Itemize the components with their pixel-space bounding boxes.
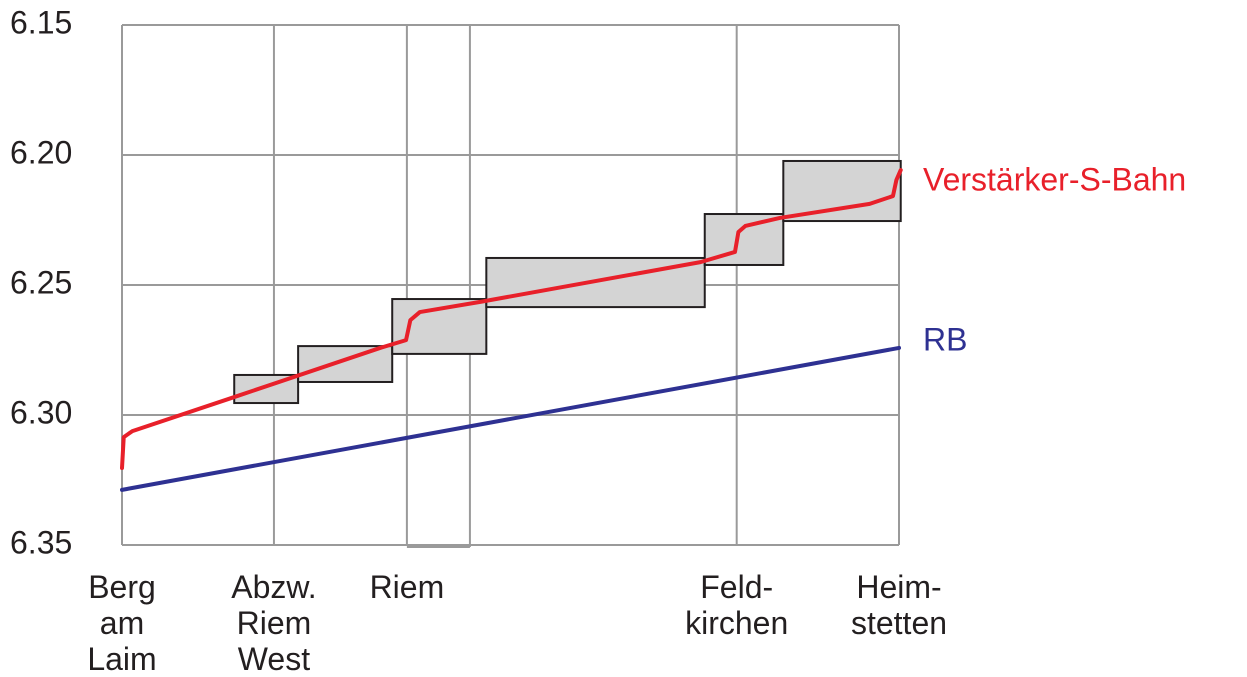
y-tick-label: 6.35 [10, 524, 72, 560]
series-line [120, 168, 903, 471]
x-tick-label: Riem [370, 569, 445, 605]
x-tick-label-line: Heim- [856, 569, 941, 605]
x-tick-label-line: West [238, 641, 310, 677]
y-tick-label: 6.25 [10, 264, 72, 300]
x-tick-label-line: Abzw. [231, 569, 316, 605]
block [297, 345, 394, 383]
x-tick-label: Feld-kirchen [685, 569, 788, 641]
block [782, 159, 902, 223]
x-tick-label-line: Laim [87, 641, 156, 677]
y-tick-label: 6.30 [10, 394, 72, 430]
x-tick-label: Abzw. Riem West [231, 569, 316, 677]
x-tick-label-line: Feld- [700, 569, 773, 605]
x-tick-label: Berg am Laim [87, 569, 156, 677]
x-tick-label-line: Riem [370, 569, 445, 605]
series-label: RB [923, 321, 967, 357]
x-tick-label-line: kirchen [685, 605, 788, 641]
series-line [120, 345, 901, 492]
y-tick-label: 6.15 [10, 4, 72, 40]
series-label: Verstärker-S-Bahn [923, 162, 1186, 198]
x-tick-label-line: Berg [88, 569, 156, 605]
x-tick-label: Heim-stetten [851, 569, 947, 641]
x-tick-label-line: am [100, 605, 144, 641]
y-tick-label: 6.20 [10, 134, 72, 170]
x-tick-label-line: stetten [851, 605, 947, 641]
x-tick-label-line: Riem [237, 605, 312, 641]
